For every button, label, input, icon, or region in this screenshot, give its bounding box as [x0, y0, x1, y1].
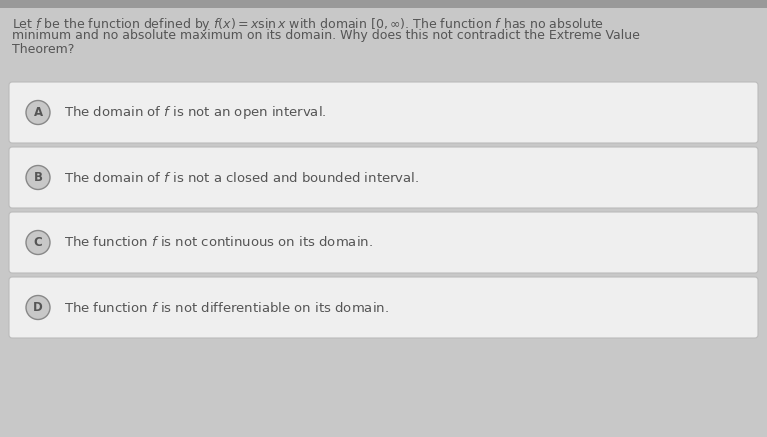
Circle shape — [26, 295, 50, 319]
FancyBboxPatch shape — [0, 0, 767, 8]
Circle shape — [26, 230, 50, 254]
Text: minimum and no absolute maximum on its domain. Why does this not contradict the : minimum and no absolute maximum on its d… — [12, 30, 640, 42]
Text: A: A — [34, 106, 42, 119]
Text: D: D — [33, 301, 43, 314]
Text: The function $f$ is not continuous on its domain.: The function $f$ is not continuous on it… — [64, 236, 373, 250]
Circle shape — [26, 166, 50, 190]
FancyBboxPatch shape — [9, 212, 758, 273]
Text: The domain of $f$ is not an open interval.: The domain of $f$ is not an open interva… — [64, 104, 327, 121]
Circle shape — [26, 101, 50, 125]
FancyBboxPatch shape — [9, 277, 758, 338]
Text: B: B — [34, 171, 42, 184]
Text: C: C — [34, 236, 42, 249]
FancyBboxPatch shape — [9, 147, 758, 208]
Text: The domain of $f$ is not a closed and bounded interval.: The domain of $f$ is not a closed and bo… — [64, 170, 420, 184]
Text: The function $f$ is not differentiable on its domain.: The function $f$ is not differentiable o… — [64, 301, 389, 315]
Text: Let $f$ be the function defined by $f(x) = x\sin x$ with domain $[0, \infty)$. T: Let $f$ be the function defined by $f(x)… — [12, 16, 604, 33]
FancyBboxPatch shape — [9, 82, 758, 143]
Text: Theorem?: Theorem? — [12, 43, 74, 56]
